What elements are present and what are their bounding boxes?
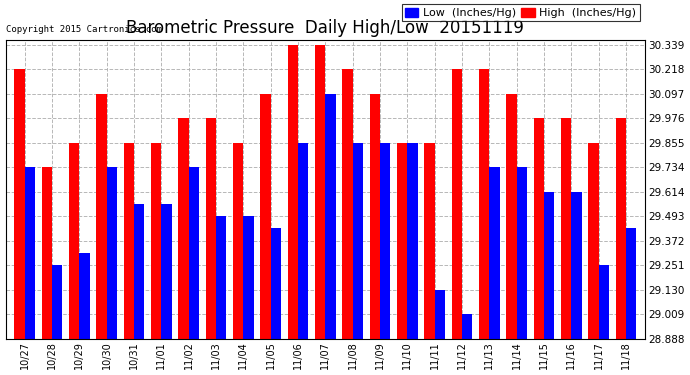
Bar — [544, 192, 555, 339]
Bar — [124, 143, 134, 339]
Bar — [407, 143, 417, 339]
Bar — [41, 167, 52, 339]
Bar — [626, 228, 636, 339]
Bar — [161, 204, 172, 339]
Bar — [52, 265, 62, 339]
Bar — [517, 167, 527, 339]
Bar — [151, 143, 161, 339]
Bar — [79, 253, 90, 339]
Bar — [397, 143, 407, 339]
Bar — [506, 94, 517, 339]
Bar — [462, 314, 473, 339]
Bar — [353, 143, 363, 339]
Bar — [599, 265, 609, 339]
Legend: Low  (Inches/Hg), High  (Inches/Hg): Low (Inches/Hg), High (Inches/Hg) — [402, 4, 640, 21]
Bar — [216, 216, 226, 339]
Bar — [25, 167, 35, 339]
Bar — [270, 228, 281, 339]
Bar — [589, 143, 599, 339]
Bar — [370, 94, 380, 339]
Bar — [288, 45, 298, 339]
Bar — [107, 167, 117, 339]
Bar — [233, 143, 244, 339]
Bar — [479, 69, 489, 339]
Bar — [424, 143, 435, 339]
Title: Barometric Pressure  Daily High/Low  20151119: Barometric Pressure Daily High/Low 20151… — [126, 20, 524, 38]
Bar — [206, 118, 216, 339]
Bar — [342, 69, 353, 339]
Bar — [326, 94, 336, 339]
Text: Copyright 2015 Cartronics.com: Copyright 2015 Cartronics.com — [6, 26, 161, 34]
Bar — [97, 94, 107, 339]
Bar — [315, 45, 326, 339]
Bar — [244, 216, 254, 339]
Bar — [188, 167, 199, 339]
Bar — [435, 290, 445, 339]
Bar — [452, 69, 462, 339]
Bar — [178, 118, 188, 339]
Bar — [14, 69, 25, 339]
Bar — [533, 118, 544, 339]
Bar — [134, 204, 144, 339]
Bar — [571, 192, 582, 339]
Bar — [260, 94, 270, 339]
Bar — [298, 143, 308, 339]
Bar — [489, 167, 500, 339]
Bar — [69, 143, 79, 339]
Bar — [615, 118, 626, 339]
Bar — [380, 143, 391, 339]
Bar — [561, 118, 571, 339]
